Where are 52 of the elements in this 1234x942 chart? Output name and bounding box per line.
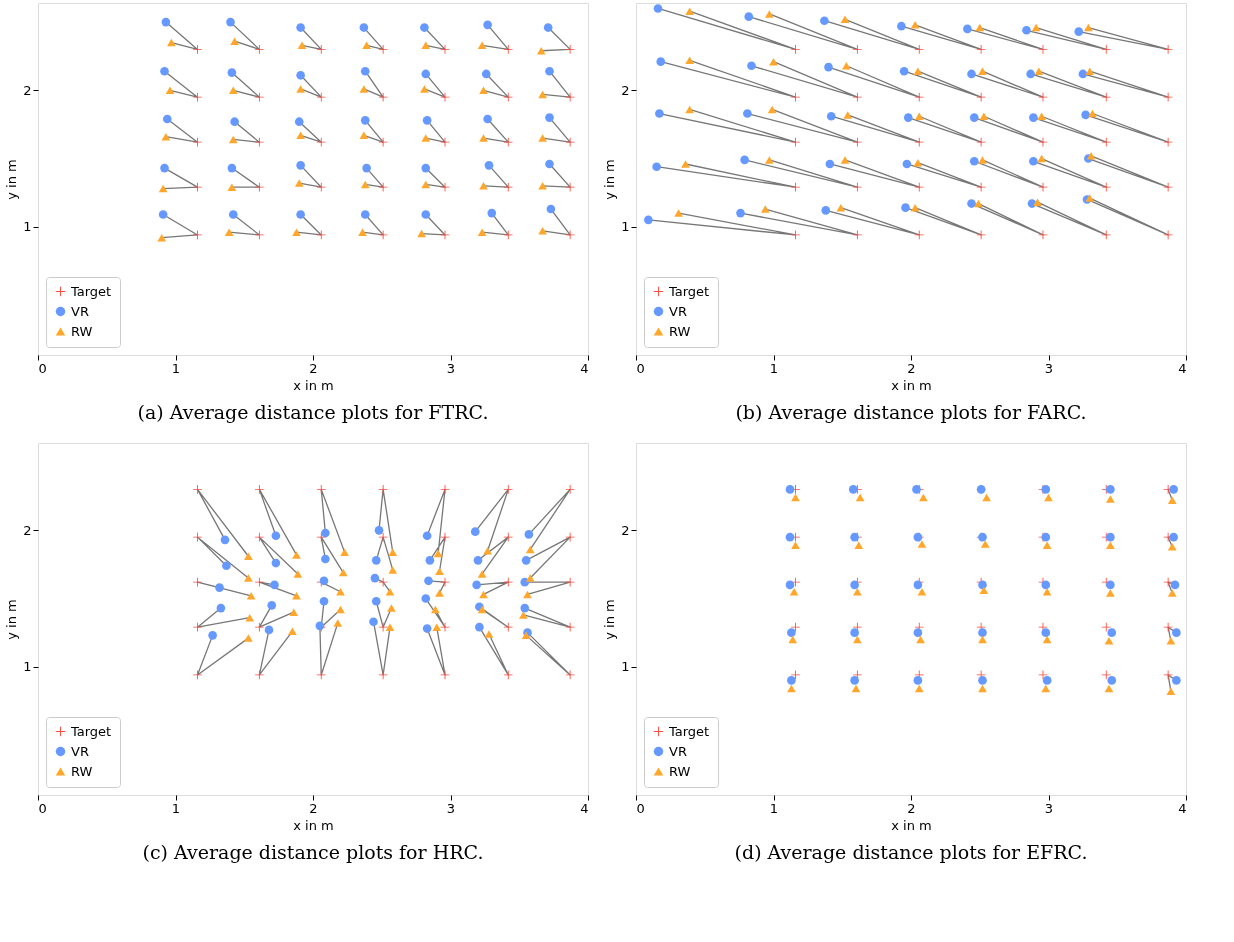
legend-label: VR	[669, 743, 687, 759]
x-tick-label: 2	[907, 800, 916, 816]
legend-label: VR	[71, 303, 89, 319]
x-tick-label: 0	[38, 360, 47, 376]
y-tick-label: 1	[621, 219, 630, 235]
y-tick-label: 2	[23, 82, 32, 98]
legend-label: Target	[668, 723, 710, 739]
y-tick-label: 1	[23, 659, 32, 675]
y-tick-label: 2	[23, 522, 32, 538]
x-tick-label: 3	[1044, 360, 1054, 376]
legend-label: RW	[669, 323, 691, 339]
y-axis-title: y in m	[602, 159, 618, 200]
y-tick-label: 1	[621, 659, 630, 675]
y-tick-label: 2	[621, 522, 630, 538]
x-tick-label: 4	[580, 360, 589, 376]
x-tick-label: 1	[769, 360, 779, 376]
x-tick-label: 2	[309, 360, 318, 376]
text: (d) Average distance plots for EFRC.	[734, 841, 1088, 863]
legend-label: RW	[669, 763, 691, 779]
y-tick-label: 2	[621, 82, 630, 98]
x-tick-label: 3	[446, 800, 456, 816]
x-tick-label: 1	[171, 800, 181, 816]
x-axis-title: x in m	[293, 817, 334, 833]
y-axis-title: y in m	[4, 159, 20, 200]
x-axis-title: x in m	[891, 817, 932, 833]
y-axis-title: y in m	[4, 599, 20, 640]
x-tick-label: 4	[1178, 360, 1187, 376]
x-tick-label: 1	[171, 360, 181, 376]
y-axis-title: y in m	[602, 599, 618, 640]
x-tick-label: 0	[636, 800, 645, 816]
x-tick-label: 3	[1044, 800, 1054, 816]
legend-label: RW	[71, 323, 93, 339]
legend-label: Target	[70, 283, 112, 299]
x-tick-label: 0	[636, 360, 645, 376]
x-axis-title: x in m	[293, 377, 334, 393]
legend-label: Target	[668, 283, 710, 299]
x-tick-label: 3	[446, 360, 456, 376]
text: (a) Average distance plots for FTRC.	[137, 401, 489, 423]
x-tick-label: 0	[38, 800, 47, 816]
text: (b) Average distance plots for FARC.	[735, 401, 1087, 423]
x-tick-label: 2	[309, 800, 318, 816]
x-tick-label: 1	[769, 800, 779, 816]
x-tick-label: 4	[580, 800, 589, 816]
legend-label: RW	[71, 763, 93, 779]
text: (c) Average distance plots for HRC.	[142, 841, 484, 863]
legend-label: VR	[669, 303, 687, 319]
x-tick-label: 2	[907, 360, 916, 376]
x-axis-title: x in m	[891, 377, 932, 393]
legend-label: Target	[70, 723, 112, 739]
legend-label: VR	[71, 743, 89, 759]
y-tick-label: 1	[23, 219, 32, 235]
x-tick-label: 4	[1178, 800, 1187, 816]
